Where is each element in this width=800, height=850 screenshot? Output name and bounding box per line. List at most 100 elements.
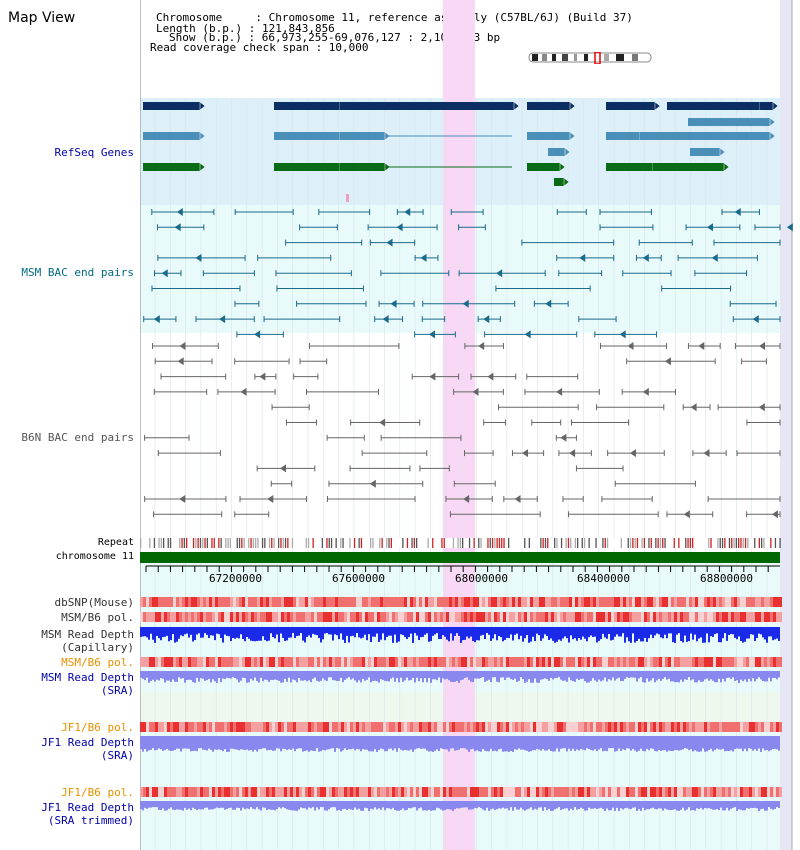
msm-b6-pol-cell (467, 612, 470, 622)
jf1-depth-sra-bar (708, 736, 710, 751)
chromosome-ideogram[interactable] (528, 52, 654, 64)
jf1-b6-pol-cell (521, 722, 524, 732)
jf1-b6-pol-cell (362, 722, 365, 732)
jf1-depth-sra-bar (384, 736, 386, 752)
jf1-depth-trim-bar (180, 801, 182, 810)
jf1-depth-trim-bar (266, 801, 268, 811)
msm-b6-pol-sra-cell (635, 657, 638, 667)
jf1-b6-pol-trim-cell (413, 787, 416, 797)
msm-b6-pol-cell (266, 612, 269, 622)
msm-b6-pol-cell (434, 612, 437, 622)
jf1-depth-sra-bar (738, 736, 740, 749)
track-label-dbsnp: dbSNP(Mouse) (54, 596, 134, 609)
msm-depth-cap-bar (580, 627, 582, 640)
msm-b6-pol-sra-cell (686, 657, 689, 667)
jf1-b6-pol-cell (212, 722, 215, 732)
jf1-depth-sra-bar (168, 736, 170, 751)
msm-depth-sra-bar (574, 671, 576, 682)
jf1-b6-pol-trim-cell (641, 787, 644, 797)
msm-depth-cap-bar (548, 627, 550, 641)
jf1-depth-sra-bar (244, 736, 246, 751)
msm-depth-sra-bar (314, 671, 316, 678)
gene-row-3-exon (340, 132, 385, 140)
msm-b6-pol-sra-cell (176, 657, 179, 667)
dbsnp-cell (743, 597, 746, 607)
msm-depth-sra-bar (336, 671, 338, 682)
msm-depth-cap-bar (586, 627, 588, 642)
msm-depth-sra-bar (362, 671, 364, 679)
jf1-depth-sra-bar (752, 736, 754, 751)
msm-b6-pol-sra-cell (503, 657, 506, 667)
jf1-b6-pol-cell (314, 722, 317, 732)
msm-b6-pol-sra-cell (680, 657, 683, 667)
jf1-b6-pol-trim-cell (356, 787, 359, 797)
msm-b6-pol-sra-cell (677, 657, 680, 667)
jf1-depth-trim-bar (358, 801, 360, 809)
msm-depth-cap-bar (204, 627, 206, 634)
msm-depth-cap-bar (330, 627, 332, 635)
msm-depth-cap-bar (600, 627, 602, 640)
msm-depth-cap-bar (558, 627, 560, 640)
repeat-mark (280, 538, 282, 548)
jf1-b6-pol-cell (278, 722, 281, 732)
jf1-depth-sra-bar (228, 736, 230, 752)
jf1-b6-pol-cell (761, 722, 764, 732)
jf1-b6-pol-trim-cell (596, 787, 599, 797)
gene-small-marker (346, 194, 349, 202)
msm-depth-sra-bar (608, 671, 610, 680)
msm-depth-sra-bar (486, 671, 488, 681)
msm-depth-sra-bar (546, 671, 548, 680)
jf1-depth-trim-bar (362, 801, 364, 811)
msm-depth-cap-bar (462, 627, 464, 641)
msm-b6-pol-cell (197, 612, 200, 622)
msm-depth-sra-bar (312, 671, 314, 679)
msm-depth-sra-bar (722, 671, 724, 679)
jf1-depth-sra-bar (436, 736, 438, 750)
msm-b6-pol-cell (314, 612, 317, 622)
b6n-bac-arrow (177, 357, 184, 366)
dbsnp-cell (515, 597, 518, 607)
msm-b6-pol-sra-cell (179, 657, 182, 667)
msm-depth-sra-bar (712, 671, 714, 681)
msm-depth-cap-bar (634, 627, 636, 643)
jf1-b6-pol-cell (383, 722, 386, 732)
jf1-b6-pol-trim-cell (374, 787, 377, 797)
msm-b6-pol-cell (236, 612, 239, 622)
jf1-b6-pol-trim-cell (704, 787, 707, 797)
dbsnp-cell (167, 597, 170, 607)
jf1-depth-trim-bar (710, 801, 712, 809)
msm-depth-cap-bar (618, 627, 620, 637)
msm-depth-sra-bar (342, 671, 344, 683)
jf1-depth-trim-bar (758, 801, 760, 811)
msm-depth-cap-bar (322, 627, 324, 640)
jf1-depth-trim-bar (698, 801, 700, 809)
msm-b6-pol-sra-cell (428, 657, 431, 667)
msm-b6-pol-sra-cell (506, 657, 509, 667)
msm-depth-cap-bar (288, 627, 290, 638)
jf1-b6-pol-trim-cell (686, 787, 689, 797)
msm-depth-sra-bar (770, 671, 772, 682)
jf1-depth-sra-bar (724, 736, 726, 752)
msm-depth-sra-bar (744, 671, 746, 680)
jf1-depth-sra-bar (496, 736, 498, 752)
msm-depth-sra-bar (604, 671, 606, 678)
dbsnp-cell (326, 597, 329, 607)
jf1-depth-sra-bar (296, 736, 298, 749)
jf1-depth-trim-bar (564, 801, 566, 809)
msm-bac-arrow (786, 223, 793, 232)
msm-depth-sra-bar (616, 671, 618, 679)
msm-depth-sra-bar (630, 671, 632, 678)
genome-browser-plot[interactable]: 67200000 67600000 68000000 68400000 68800000 (140, 0, 800, 850)
msm-depth-cap-bar (476, 627, 478, 641)
jf1-b6-pol-cell (260, 722, 263, 732)
jf1-b6-pol-trim-cell (410, 787, 413, 797)
jf1-b6-pol-cell (443, 722, 446, 732)
dbsnp-cell (737, 597, 740, 607)
msm-depth-cap-bar (190, 627, 192, 635)
jf1-b6-pol-cell (776, 722, 779, 732)
jf1-depth-sra-bar (302, 736, 304, 752)
dbsnp-cell (212, 597, 215, 607)
jf1-b6-pol-trim-cell (479, 787, 482, 797)
msm-depth-cap-bar (454, 627, 456, 636)
gene-row-3-exon (527, 132, 570, 140)
